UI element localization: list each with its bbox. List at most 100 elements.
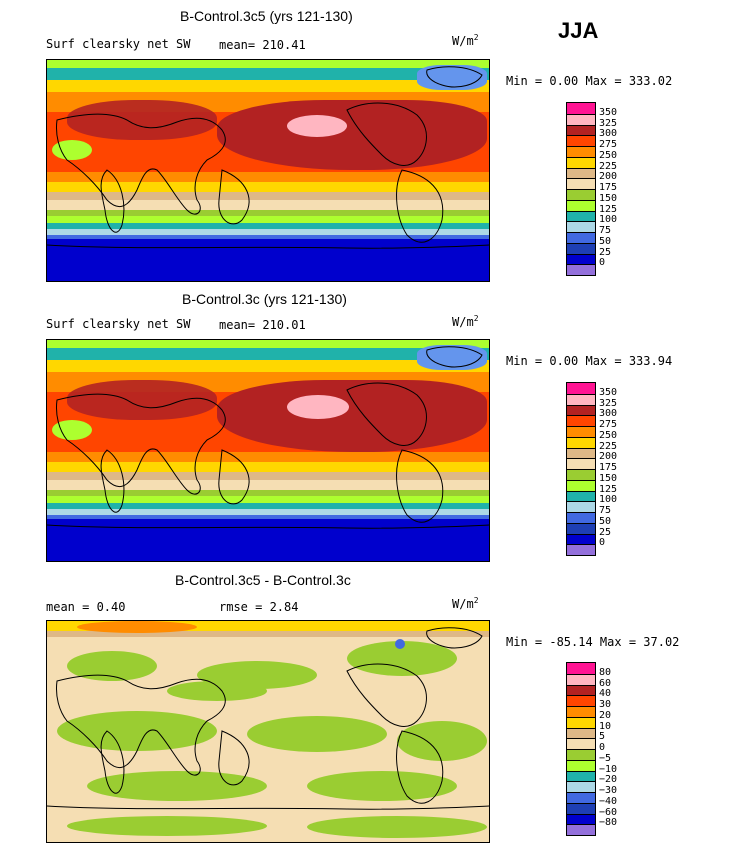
colorbar-swatch	[567, 663, 595, 674]
colorbar-tick-label: 200	[599, 451, 618, 463]
colorbar-tick-label: 275	[599, 419, 618, 430]
colorbar-tick-label: −20	[599, 774, 618, 786]
colorbar-swatch	[567, 426, 595, 437]
colorbar-swatch	[567, 533, 595, 545]
colorbar-tick-label: 300	[599, 128, 618, 140]
colorbar-swatch	[567, 221, 595, 232]
colorbar-tick-label: 125	[599, 483, 618, 495]
colorbar-tick-label: 275	[599, 139, 618, 150]
panel-3-unit-label: W/m2	[452, 596, 479, 611]
colorbar-tick-label: −60	[599, 806, 618, 818]
colorbar-swatch	[567, 178, 595, 189]
panel-1-unit-label: W/m2	[452, 33, 479, 48]
panel-3-rmse-label: rmse = 2.84	[219, 600, 299, 614]
colorbar-tick-label: 300	[599, 408, 618, 420]
colorbar-swatch	[567, 393, 595, 405]
colorbar-tick-label: −10	[599, 763, 618, 775]
colorbar-tick-label: 60	[599, 677, 612, 689]
colorbar-tick-label: −30	[599, 785, 618, 796]
colorbar-tick-label: 150	[599, 192, 618, 204]
colorbar-swatch	[567, 749, 595, 760]
colorbar-tick-label: 80	[599, 666, 612, 678]
colorbar-tick-label: 225	[599, 160, 618, 172]
colorbar-tick-label: 25	[599, 246, 612, 258]
colorbar-swatch	[567, 727, 595, 739]
colorbar-swatch	[567, 383, 595, 394]
panel-1-coastlines	[47, 66, 489, 249]
panel-2-minmax: Min = 0.00 Max = 333.94	[506, 354, 673, 368]
colorbar-tick-label: 175	[599, 462, 618, 473]
colorbar-swatch	[567, 253, 595, 265]
colorbar-tick-label: 0	[599, 537, 606, 549]
colorbar-tick-label: 0	[599, 257, 606, 269]
colorbar-tick-label: 225	[599, 440, 618, 452]
panel-1-field-label: Surf clearsky net SW	[46, 37, 191, 51]
panel-2-coastlines	[47, 346, 489, 529]
colorbar-swatch	[567, 490, 595, 502]
colorbar-swatch	[567, 189, 595, 200]
colorbar-tick-label: 40	[599, 688, 612, 700]
colorbar-swatch	[567, 103, 595, 114]
colorbar-swatch	[567, 232, 595, 243]
colorbar-tick-label: 150	[599, 472, 618, 484]
colorbar-swatch	[567, 802, 595, 814]
colorbar-tick-label: 175	[599, 182, 618, 193]
colorbar-swatch	[567, 436, 595, 448]
colorbar-swatch	[567, 770, 595, 782]
colorbar-tick-label: −40	[599, 795, 618, 807]
panel-2-unit-label: W/m2	[452, 314, 479, 329]
colorbar-swatch	[567, 706, 595, 717]
colorbar-swatch	[567, 479, 595, 491]
colorbar-tick-label: 350	[599, 386, 618, 398]
colorbar-tick-label: 100	[599, 214, 618, 226]
colorbar-tick-label: 100	[599, 494, 618, 506]
colorbar-tick-label: 25	[599, 526, 612, 538]
season-label: JJA	[558, 18, 599, 43]
colorbar-tick-label: 10	[599, 720, 612, 732]
colorbar-swatch	[567, 135, 595, 146]
colorbar-swatch	[567, 759, 595, 771]
panel-1-map	[46, 59, 490, 282]
colorbar-swatch	[567, 781, 595, 792]
colorbar-swatch	[567, 544, 595, 555]
panel-3-map	[46, 620, 490, 843]
colorbar-swatch	[567, 716, 595, 728]
colorbar-swatch	[567, 469, 595, 480]
colorbar-tick-label: 50	[599, 235, 612, 247]
panel-3-minmax: Min = -85.14 Max = 37.02	[506, 635, 680, 649]
colorbar-tick-label: 5	[599, 731, 606, 743]
colorbar-swatch	[567, 501, 595, 512]
colorbar-swatch	[567, 146, 595, 157]
panel-3-colorbar	[566, 662, 596, 836]
colorbar-tick-label: 325	[599, 397, 618, 409]
panel-1-title: B-Control.3c5 (yrs 121-130)	[180, 8, 353, 24]
colorbar-swatch	[567, 264, 595, 275]
colorbar-tick-label: 250	[599, 429, 618, 441]
panel-1-minmax: Min = 0.00 Max = 333.02	[506, 74, 673, 88]
colorbar-swatch	[567, 458, 595, 469]
colorbar-tick-label: 75	[599, 225, 612, 236]
colorbar-tick-label: 75	[599, 505, 612, 516]
colorbar-swatch	[567, 242, 595, 254]
colorbar-tick-label: 200	[599, 171, 618, 183]
colorbar-swatch	[567, 447, 595, 459]
colorbar-swatch	[567, 695, 595, 706]
colorbar-tick-label: 50	[599, 515, 612, 527]
panel-1-colorbar	[566, 102, 596, 276]
panel-2-title: B-Control.3c (yrs 121-130)	[182, 291, 347, 307]
colorbar-swatch	[567, 673, 595, 685]
colorbar-tick-label: −5	[599, 752, 612, 764]
colorbar-swatch	[567, 522, 595, 534]
colorbar-tick-label: −80	[599, 817, 618, 829]
panel-2-colorbar	[566, 382, 596, 556]
colorbar-swatch	[567, 404, 595, 416]
colorbar-swatch	[567, 199, 595, 211]
colorbar-swatch	[567, 210, 595, 222]
colorbar-tick-label: 20	[599, 709, 612, 721]
panel-1-mean-label: mean= 210.41	[219, 38, 306, 52]
colorbar-tick-label: 125	[599, 203, 618, 215]
panel-3-title: B-Control.3c5 - B-Control.3c	[175, 572, 351, 588]
panel-3-mean-label: mean = 0.40	[46, 600, 126, 614]
colorbar-tick-label: 325	[599, 117, 618, 129]
colorbar-swatch	[567, 124, 595, 136]
